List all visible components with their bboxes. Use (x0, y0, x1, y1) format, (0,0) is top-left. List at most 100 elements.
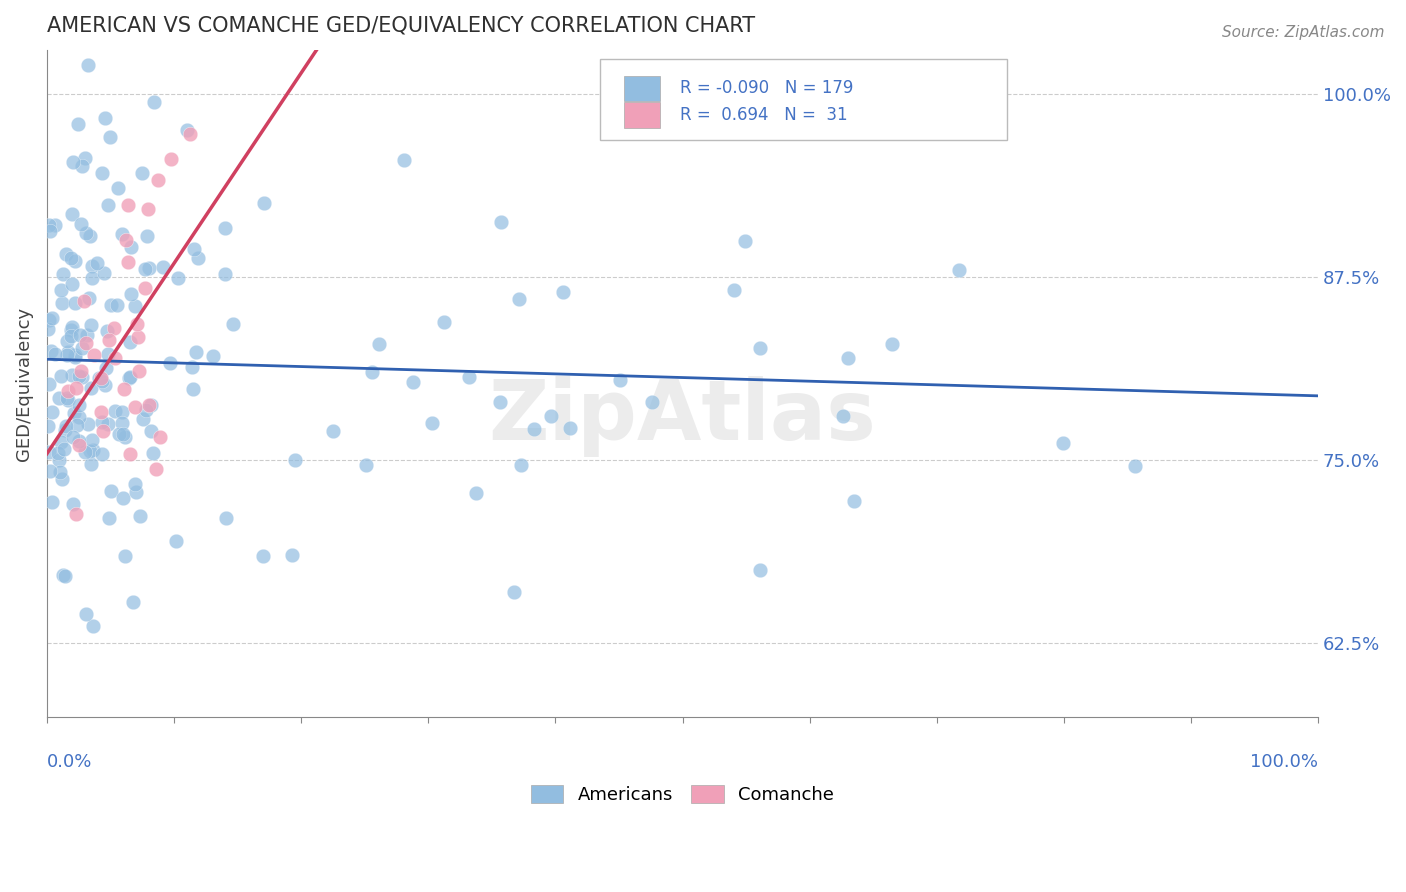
Point (62, 406, 84, 420)
Point (80, 318, 103, 332)
Point (93, 267, 115, 281)
Point (100, 484, 122, 499)
Point (90, 371, 112, 385)
Point (56, 345, 79, 359)
Point (75, 335, 97, 350)
Point (124, 299, 146, 313)
Point (104, 404, 127, 418)
Point (98, 129, 121, 144)
Point (134, 280, 156, 294)
Point (48, 453, 70, 467)
Point (120, 447, 142, 461)
Point (60, 277, 83, 291)
Text: R = -0.090   N = 179: R = -0.090 N = 179 (681, 79, 853, 97)
Point (67, 410, 90, 425)
Point (67, 368, 90, 383)
Point (108, 426, 131, 441)
Text: 0.0%: 0.0% (46, 753, 93, 772)
Point (1052, 435, 1074, 450)
Point (49, 368, 72, 383)
Text: Source: ZipAtlas.com: Source: ZipAtlas.com (1222, 25, 1385, 40)
Point (82, 443, 104, 458)
Point (458, 370, 481, 384)
Point (152, 260, 174, 275)
Legend: Americans, Comanche: Americans, Comanche (522, 776, 844, 813)
Point (41, 310, 63, 325)
Point (41, 405, 63, 419)
Point (159, 153, 181, 167)
Point (52, 442, 75, 457)
Point (75, 151, 97, 165)
Point (46, 446, 69, 460)
Point (145, 462, 167, 476)
Point (465, 486, 488, 500)
Point (749, 341, 772, 355)
Point (181, 359, 204, 374)
Point (79, 443, 101, 458)
Point (148, 173, 170, 187)
Point (56, 391, 79, 405)
Point (120, 287, 142, 301)
Point (60, 207, 83, 221)
Point (82, 270, 104, 285)
Point (62, 154, 84, 169)
Point (734, 234, 756, 248)
Point (202, 349, 225, 363)
Point (76, 327, 98, 342)
Point (73, 294, 96, 309)
Point (60, 319, 83, 334)
Point (433, 315, 456, 329)
Point (142, 446, 165, 460)
Point (90, 405, 112, 419)
Point (79, 228, 101, 243)
Point (82, 259, 104, 273)
Point (103, 321, 125, 335)
Point (76, 417, 98, 432)
Point (77, 291, 100, 305)
Point (356, 458, 378, 472)
Point (120, 239, 142, 253)
Point (60, 323, 83, 337)
Point (128, 364, 150, 378)
Point (59, 251, 82, 265)
Point (44, 347, 66, 361)
Point (281, 548, 304, 562)
Point (69, 328, 91, 343)
Point (96, 324, 118, 338)
Point (55, 246, 77, 260)
Point (361, 365, 384, 379)
Point (187, 252, 209, 266)
Point (86, 256, 108, 270)
Point (176, 123, 198, 137)
Point (49, 465, 72, 479)
Point (48, 392, 70, 406)
FancyBboxPatch shape (600, 59, 1007, 140)
Point (122, 594, 145, 608)
Point (62, 430, 84, 444)
Point (91, 447, 114, 461)
Text: 100.0%: 100.0% (1250, 753, 1319, 772)
Point (51, 472, 73, 486)
Point (75, 607, 97, 622)
Point (66, 418, 89, 433)
Point (38, 218, 60, 232)
Point (510, 458, 533, 472)
Point (87, 371, 110, 385)
Point (96, 361, 118, 376)
Point (55, 419, 77, 434)
Point (77, 58, 100, 72)
Point (120, 369, 142, 384)
Y-axis label: GED/Equivalency: GED/Equivalency (15, 307, 32, 460)
Point (39, 224, 62, 238)
Point (69, 364, 91, 378)
Point (117, 198, 139, 212)
Point (111, 416, 134, 430)
Point (107, 181, 129, 195)
Point (522, 422, 544, 436)
Point (609, 373, 631, 387)
Point (111, 427, 134, 442)
Point (98, 511, 121, 525)
Point (62, 497, 84, 511)
Point (112, 491, 135, 506)
Point (880, 337, 903, 351)
